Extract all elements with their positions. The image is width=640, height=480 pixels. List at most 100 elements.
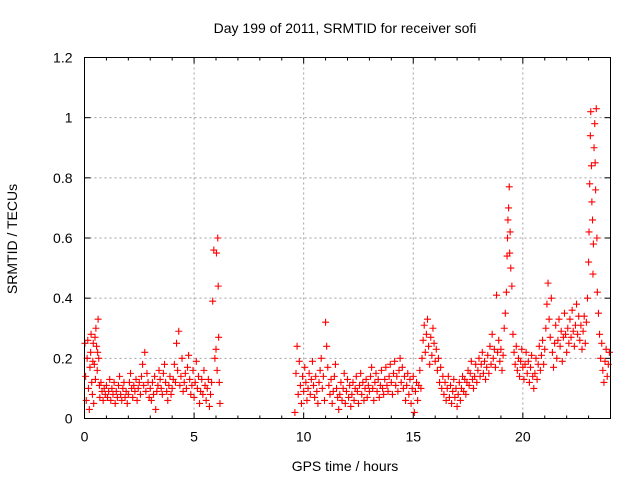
data-point: [510, 348, 518, 356]
data-point: [448, 399, 456, 407]
data-point: [90, 360, 98, 368]
data-point: [94, 348, 102, 356]
data-point: [156, 375, 164, 383]
data-point: [87, 348, 95, 356]
data-point: [585, 228, 593, 236]
data-point: [349, 378, 357, 386]
data-point: [202, 396, 210, 404]
data-point: [504, 216, 512, 224]
data-point: [158, 390, 166, 398]
data-point: [304, 384, 312, 392]
data-point: [443, 384, 451, 392]
data-point: [127, 369, 135, 377]
data-point: [181, 369, 189, 377]
data-point: [170, 360, 178, 368]
data-point: [554, 336, 562, 344]
data-point: [593, 234, 601, 242]
data-point: [498, 366, 506, 374]
data-point: [214, 282, 222, 290]
data-point: [420, 321, 428, 329]
data-point: [399, 384, 407, 392]
data-point: [422, 330, 430, 338]
data-point: [82, 372, 90, 380]
data-point: [391, 357, 399, 365]
data-point: [357, 369, 365, 377]
data-point: [577, 321, 585, 329]
data-point: [496, 357, 504, 365]
data-point: [493, 291, 501, 299]
data-point: [97, 378, 105, 386]
data-point: [159, 369, 167, 377]
data-point: [303, 396, 311, 404]
data-point: [137, 372, 145, 380]
data-point: [166, 372, 174, 380]
data-point: [433, 366, 441, 374]
data-point: [96, 393, 104, 401]
data-point: [568, 306, 576, 314]
y-tick-label: 0.8: [53, 170, 73, 186]
data-point: [171, 378, 179, 386]
grid-lines: [84, 57, 611, 419]
data-point: [318, 384, 326, 392]
data-point: [494, 348, 502, 356]
data-point: [551, 339, 559, 347]
data-point: [338, 396, 346, 404]
data-point: [582, 318, 590, 326]
data-point: [543, 300, 551, 308]
data-point: [110, 378, 118, 386]
data-point: [359, 378, 367, 386]
data-point: [363, 393, 371, 401]
data-point: [393, 372, 401, 380]
data-point: [495, 336, 503, 344]
data-point: [567, 333, 575, 341]
data-point: [160, 360, 168, 368]
data-point: [449, 387, 457, 395]
data-point: [152, 405, 160, 413]
data-point: [437, 363, 445, 371]
data-point: [555, 315, 563, 323]
data-point: [548, 348, 556, 356]
data-point: [111, 399, 119, 407]
data-point: [212, 345, 220, 353]
data-point: [336, 390, 344, 398]
data-point: [556, 342, 564, 350]
data-point: [454, 390, 462, 398]
data-point: [434, 354, 442, 362]
data-point: [485, 369, 493, 377]
data-point: [466, 369, 474, 377]
data-point: [381, 375, 389, 383]
data-point: [503, 234, 511, 242]
data-point: [587, 162, 595, 170]
data-point: [177, 372, 185, 380]
data-point: [507, 264, 515, 272]
data-point: [400, 372, 408, 380]
data-point: [597, 354, 605, 362]
data-point: [369, 384, 377, 392]
data-point: [87, 330, 95, 338]
data-point: [506, 228, 514, 236]
data-point: [489, 354, 497, 362]
data-point: [301, 363, 309, 371]
data-point: [533, 375, 541, 383]
data-point: [525, 378, 533, 386]
data-point: [130, 381, 138, 389]
data-point: [90, 399, 98, 407]
data-point: [139, 360, 147, 368]
data-point: [589, 240, 597, 248]
data-point: [521, 360, 529, 368]
data-point: [215, 333, 223, 341]
data-point: [124, 390, 132, 398]
data-point: [416, 366, 424, 374]
x-tick-label: 15: [405, 429, 421, 445]
data-point: [313, 387, 321, 395]
data-point: [411, 387, 419, 395]
data-point: [339, 384, 347, 392]
data-point: [142, 387, 150, 395]
x-tick-label: 5: [190, 429, 198, 445]
chart-title: Day 199 of 2011, SRMTID for receiver sof…: [214, 20, 477, 36]
data-point: [331, 360, 339, 368]
data-point: [530, 384, 538, 392]
data-point: [292, 369, 300, 377]
data-point: [500, 324, 508, 332]
data-point: [536, 366, 544, 374]
